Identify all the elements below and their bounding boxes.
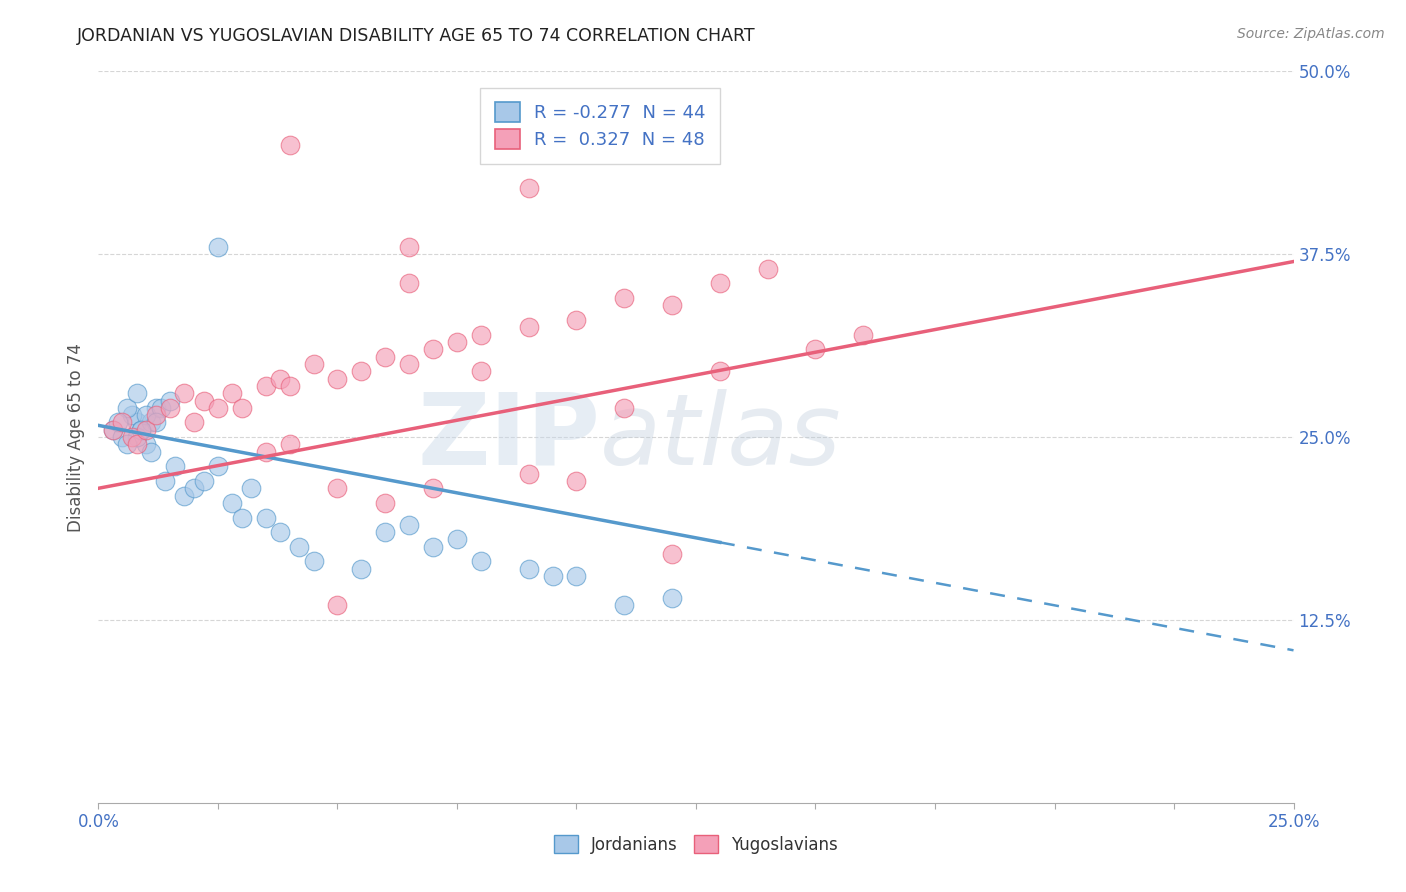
Point	[541, 569, 564, 583]
Point	[159, 393, 181, 408]
Point	[193, 474, 215, 488]
Point	[288, 540, 311, 554]
Point	[101, 423, 124, 437]
Point	[374, 525, 396, 540]
Point	[139, 416, 162, 430]
Point	[470, 554, 492, 568]
Point	[135, 423, 157, 437]
Point	[145, 416, 167, 430]
Point	[173, 489, 195, 503]
Point	[107, 416, 129, 430]
Point	[326, 481, 349, 495]
Point	[173, 386, 195, 401]
Point	[422, 343, 444, 357]
Point	[159, 401, 181, 415]
Point	[374, 496, 396, 510]
Point	[398, 357, 420, 371]
Point	[125, 386, 148, 401]
Point	[125, 416, 148, 430]
Point	[111, 416, 134, 430]
Point	[254, 510, 277, 524]
Point	[111, 430, 134, 444]
Point	[207, 240, 229, 254]
Point	[121, 430, 143, 444]
Point	[517, 467, 540, 481]
Point	[613, 291, 636, 305]
Text: Source: ZipAtlas.com: Source: ZipAtlas.com	[1237, 27, 1385, 41]
Point	[326, 371, 349, 385]
Point	[804, 343, 827, 357]
Point	[517, 562, 540, 576]
Point	[240, 481, 263, 495]
Point	[254, 379, 277, 393]
Point	[131, 423, 153, 437]
Point	[709, 277, 731, 291]
Point	[302, 357, 325, 371]
Point	[446, 334, 468, 349]
Point	[221, 386, 243, 401]
Point	[183, 416, 205, 430]
Point	[661, 298, 683, 312]
Point	[163, 459, 186, 474]
Point	[278, 379, 301, 393]
Point	[756, 261, 779, 276]
Point	[661, 591, 683, 605]
Point	[131, 423, 153, 437]
Point	[139, 444, 162, 458]
Point	[326, 599, 349, 613]
Y-axis label: Disability Age 65 to 74: Disability Age 65 to 74	[66, 343, 84, 532]
Point	[269, 525, 291, 540]
Point	[709, 364, 731, 378]
Point	[852, 327, 875, 342]
Point	[278, 137, 301, 152]
Point	[231, 510, 253, 524]
Point	[613, 401, 636, 415]
Point	[145, 408, 167, 422]
Point	[125, 437, 148, 451]
Point	[278, 437, 301, 451]
Point	[398, 517, 420, 532]
Point	[517, 320, 540, 334]
Point	[155, 474, 177, 488]
Point	[565, 474, 588, 488]
Point	[183, 481, 205, 495]
Point	[470, 327, 492, 342]
Point	[374, 350, 396, 364]
Point	[145, 401, 167, 415]
Point	[101, 423, 124, 437]
Point	[121, 408, 143, 422]
Point	[115, 401, 138, 415]
Point	[207, 459, 229, 474]
Text: atlas: atlas	[600, 389, 842, 485]
Text: JORDANIAN VS YUGOSLAVIAN DISABILITY AGE 65 TO 74 CORRELATION CHART: JORDANIAN VS YUGOSLAVIAN DISABILITY AGE …	[77, 27, 756, 45]
Point	[231, 401, 253, 415]
Point	[613, 599, 636, 613]
Point	[565, 569, 588, 583]
Text: ZIP: ZIP	[418, 389, 600, 485]
Point	[115, 437, 138, 451]
Point	[221, 496, 243, 510]
Point	[422, 540, 444, 554]
Point	[135, 408, 157, 422]
Point	[517, 181, 540, 195]
Point	[207, 401, 229, 415]
Point	[398, 240, 420, 254]
Point	[350, 562, 373, 576]
Point	[135, 437, 157, 451]
Point	[125, 430, 148, 444]
Point	[350, 364, 373, 378]
Point	[470, 364, 492, 378]
Point	[422, 481, 444, 495]
Point	[565, 313, 588, 327]
Point	[193, 393, 215, 408]
Point	[446, 533, 468, 547]
Legend: Jordanians, Yugoslavians: Jordanians, Yugoslavians	[547, 829, 845, 860]
Point	[398, 277, 420, 291]
Point	[661, 547, 683, 561]
Point	[254, 444, 277, 458]
Point	[149, 401, 172, 415]
Point	[302, 554, 325, 568]
Point	[269, 371, 291, 385]
